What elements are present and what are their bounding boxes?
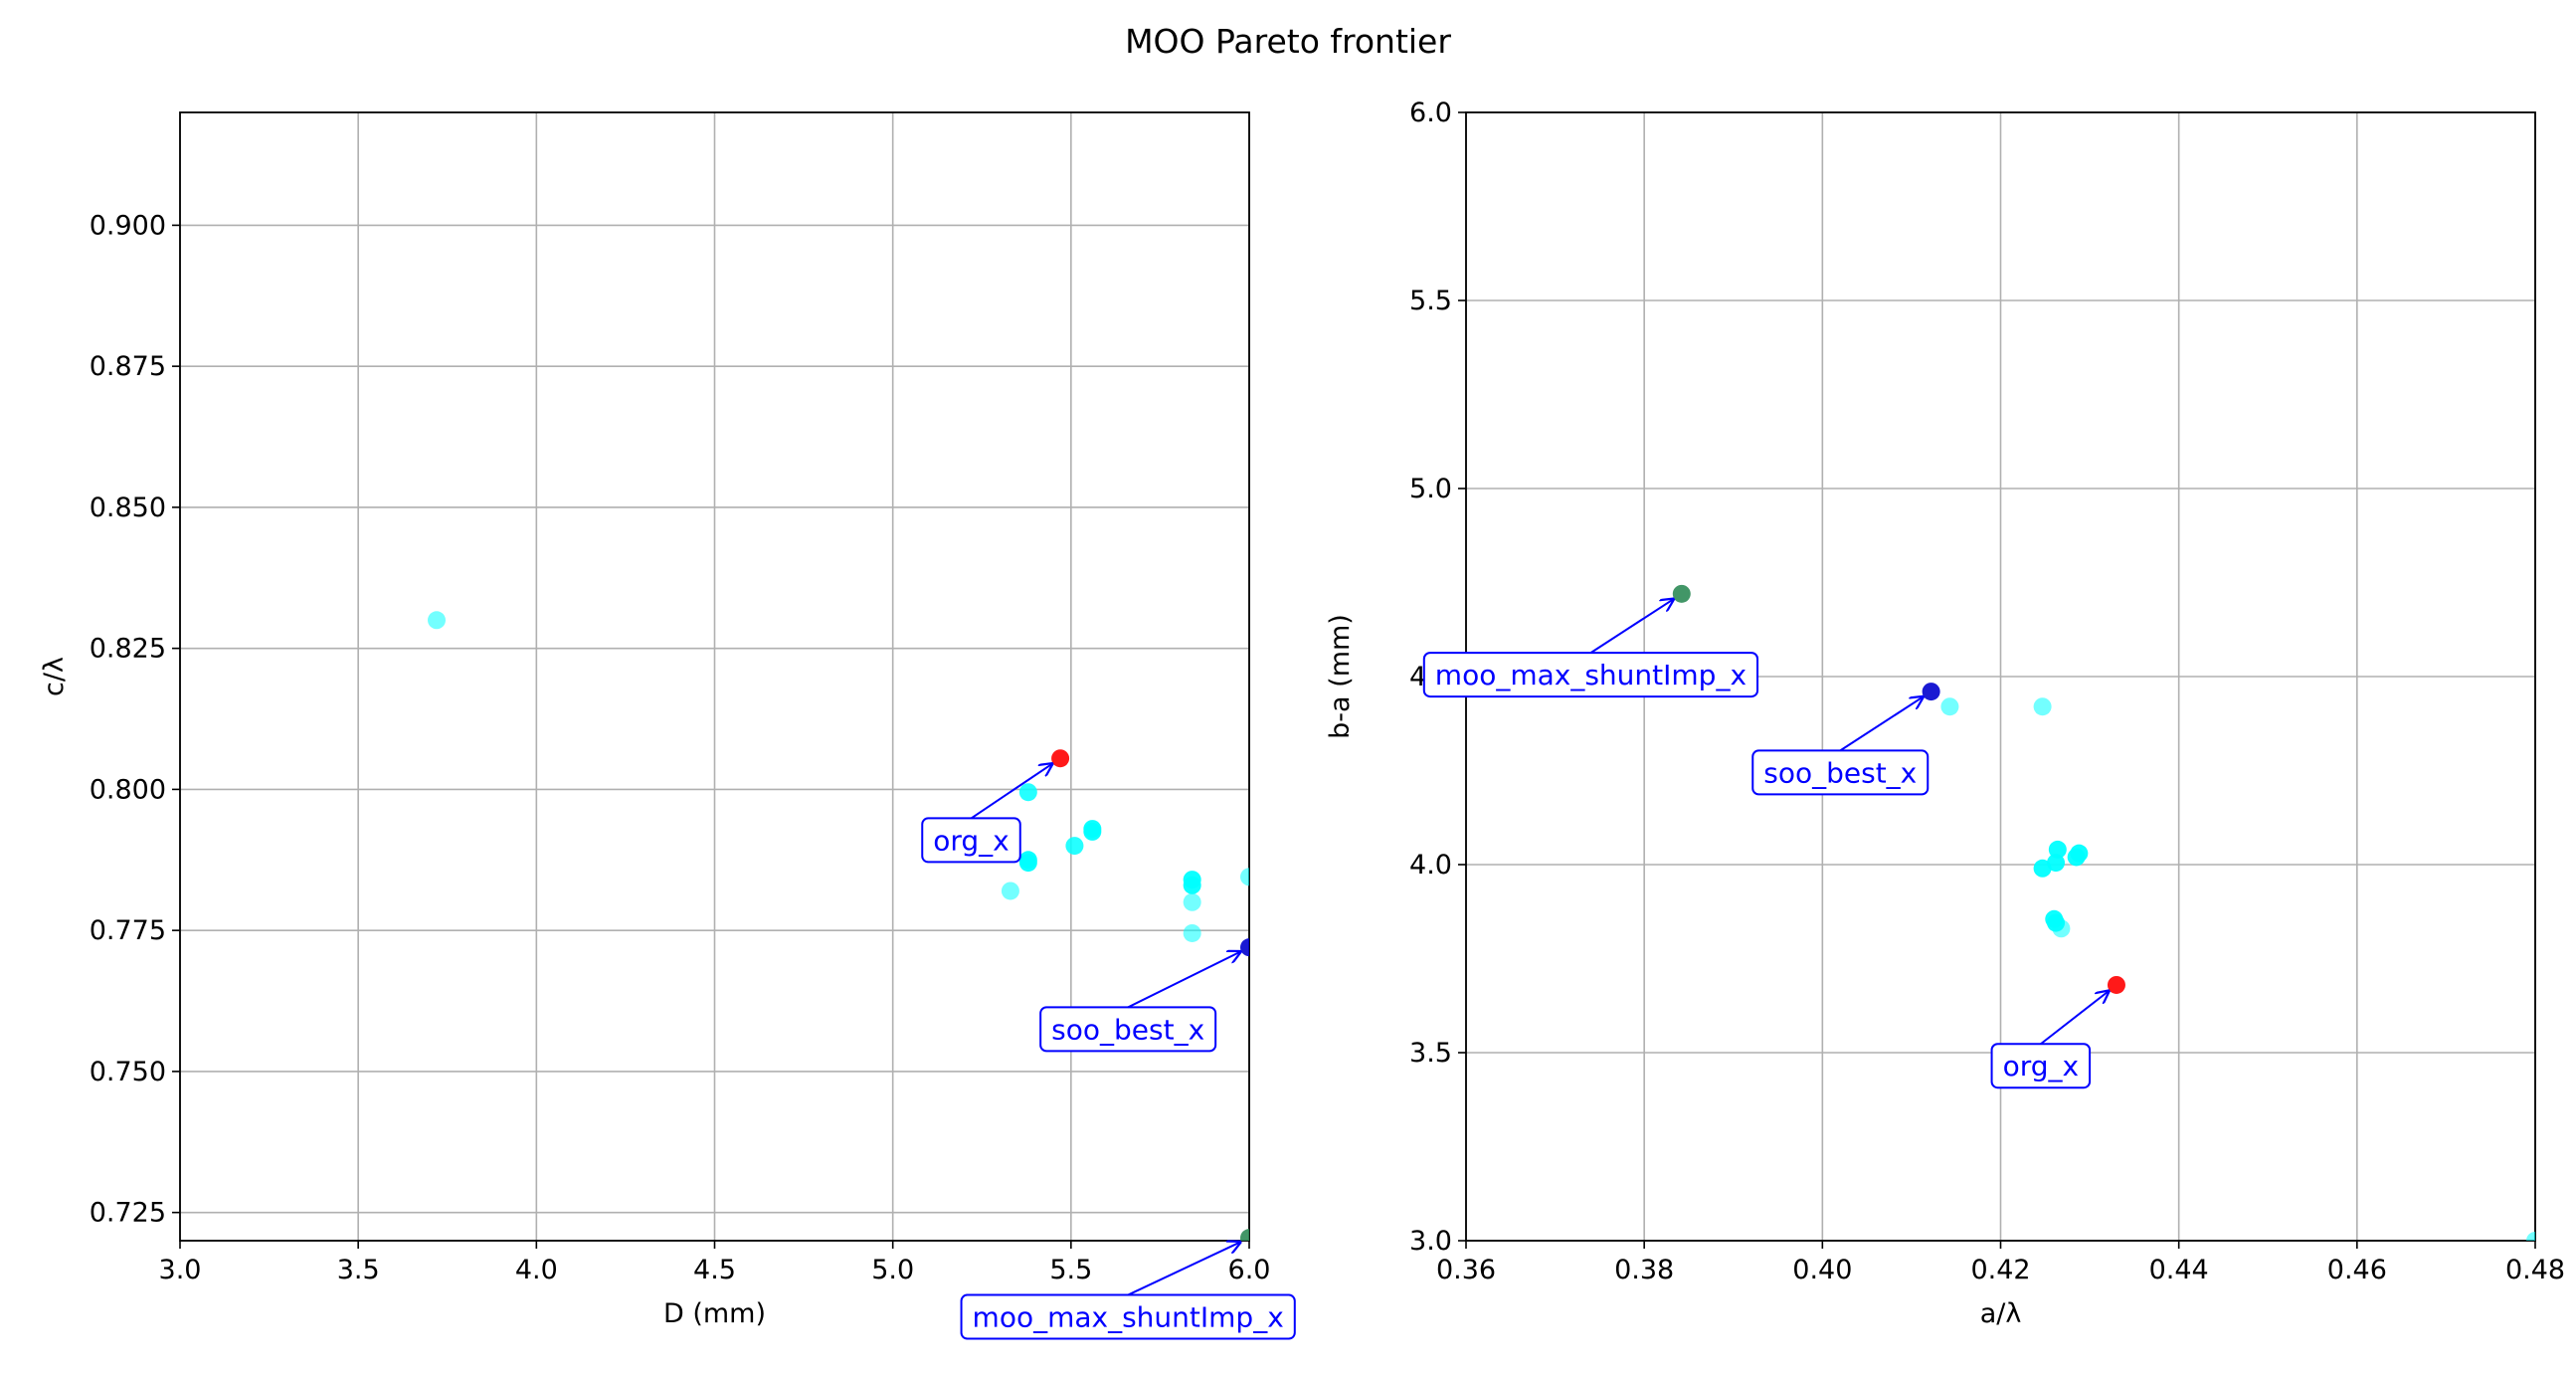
data-point [2067,848,2086,867]
x-axis-label: a/λ [1980,1298,2022,1329]
y-tick-label: 0.725 [90,1198,166,1229]
x-tick-label: 0.48 [2505,1255,2565,1285]
data-point [2526,1232,2535,1241]
x-tick-label: 5.5 [1049,1255,1092,1285]
annotation-arrow [1127,1242,1240,1296]
data-point [1183,892,1201,911]
annotation-arrow [1589,599,1673,654]
x-tick-label: 4.5 [693,1255,736,1285]
annotation-label: moo_max_shuntImp_x [973,1301,1284,1334]
annotation-arrow [2040,991,2109,1046]
x-tick-label: 0.36 [1436,1255,1496,1285]
y-tick-label: 3.5 [1409,1038,1452,1069]
x-tick-label: 4.0 [515,1255,558,1285]
y-tick-label: 0.900 [90,210,166,241]
annotation-label: soo_best_x [1763,756,1917,789]
data-points [1672,584,2535,1241]
point-org-x [2107,975,2125,994]
subplot-2: 0.360.380.400.420.440.460.483.03.54.04.5… [1325,98,2565,1329]
subplot-1: 3.0 3.5 4.0 4.5 5.0 5.5 6.0 0.725 0.750 0.775 0.80… [39,111,1296,1340]
figure-title: MOO Pareto frontier [1125,22,1451,61]
data-point [1065,837,1084,856]
y-tick-label: 0.825 [90,634,166,665]
x-tick-label: 0.46 [2327,1255,2387,1285]
annotation-soo-best-x: soo_best_x [1751,697,1930,796]
y-tick-label: 6.0 [1409,98,1452,128]
data-points [428,611,1249,1241]
y-tick-label: 5.5 [1409,286,1452,316]
x-tick-label: 5.0 [871,1255,914,1285]
point-org-x [1051,749,1070,768]
annotation-label: org_x [2003,1050,2080,1082]
y-axis-label: c/λ [39,657,70,696]
x-tick-label: 0.42 [1970,1255,2030,1285]
data-point [1183,876,1201,894]
data-point [2033,697,2052,716]
annotation-org-x: org_x [1990,991,2110,1089]
annotation-org-x: org_x [921,764,1052,864]
annotation-arrow [1127,952,1240,1009]
y-tick-label: 0.750 [90,1057,166,1087]
annotation-soo-best-x: soo_best_x [1039,952,1240,1053]
annotation-moo-max-shuntImp-x: moo_max_shuntImp_x [1422,599,1759,698]
data-point [2047,854,2066,873]
data-point [1083,822,1102,841]
data-point [1940,697,1959,716]
point-soo-best-x [1240,938,1249,957]
x-axis-label: D (mm) [663,1298,766,1329]
plot-frame [179,111,1250,1242]
data-point [2048,840,2067,859]
data-point [2052,919,2071,938]
y-tick-label: 0.775 [90,915,166,946]
annotation-moo-max-shuntImp-x: moo_max_shuntImp_x [960,1242,1296,1340]
data-point [2033,859,2052,878]
point-soo-best-x [1922,683,1940,701]
x-tick-label: 0.44 [2149,1255,2209,1285]
y-tick-label: 4.0 [1409,850,1452,881]
x-tick-label: 0.38 [1614,1255,1674,1285]
data-point [1001,882,1019,900]
x-tick-label: 3.0 [159,1255,202,1285]
data-point [1183,923,1201,942]
y-tick-label: 5.0 [1409,474,1452,504]
y-tick-label: 3.0 [1409,1226,1452,1257]
annotation-label: org_x [933,824,1010,857]
data-point [1018,854,1037,873]
annotation-arrow [970,764,1052,820]
x-tick-label: 6.0 [1228,1255,1271,1285]
x-tick-label: 3.5 [337,1255,380,1285]
point-moo-max-shuntImp-x [1240,1229,1249,1241]
annotation-label: soo_best_x [1051,1013,1204,1046]
data-point [1018,783,1037,802]
point-moo-max-shuntImp-x [1672,584,1691,603]
data-point [1240,868,1249,886]
y-axis-label: b-a (mm) [1325,614,1356,739]
y-tick-label: 0.800 [90,774,166,805]
y-tick-label: 0.850 [90,492,166,523]
annotation-label: moo_max_shuntImp_x [1435,659,1747,691]
x-tick-label: 0.40 [1792,1255,1852,1285]
data-point [428,611,446,630]
y-tick-label: 0.875 [90,351,166,382]
annotation-arrow [1839,697,1923,752]
